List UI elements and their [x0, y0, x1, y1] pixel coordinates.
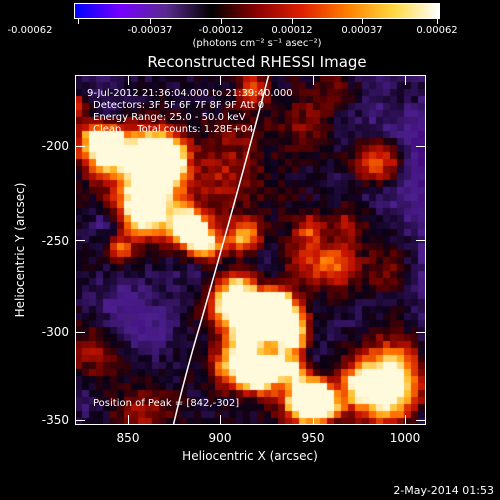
- tick-mark: [128, 415, 129, 425]
- colorbar-tick-label: 0.00037: [341, 25, 383, 36]
- colorbar-tick-label: 0.00062: [416, 25, 458, 36]
- x-tick-label: 850: [116, 431, 140, 445]
- y-axis-label: Heliocentric Y (arcsec): [13, 182, 27, 318]
- rhessi-image: [75, 75, 426, 425]
- colorbar-tick-label: -0.00012: [198, 25, 244, 36]
- tick-mark: [405, 415, 406, 425]
- tick-mark: [416, 420, 426, 421]
- tick-mark: [128, 75, 129, 85]
- tick-mark: [313, 415, 314, 425]
- y-tick-label: -300: [41, 325, 69, 339]
- tick-mark: [416, 240, 426, 241]
- plot-title: Reconstructed RHESSI Image: [147, 53, 367, 71]
- tick-mark: [75, 420, 85, 421]
- tick-mark: [416, 332, 426, 333]
- colorbar-tick: [292, 19, 293, 24]
- colorbar-tick: [362, 19, 363, 24]
- colorbar: [74, 3, 440, 19]
- x-tick-label: 950: [301, 431, 325, 445]
- colorbar-tick-label: -0.00062: [7, 25, 53, 36]
- tick-mark: [220, 75, 221, 85]
- solar-limb: [172, 75, 270, 425]
- info-detectors: Detectors: 3F 5F 6F 7F 8F 9F Att 0: [93, 100, 265, 111]
- tick-mark: [313, 75, 314, 85]
- x-tick-label: 900: [208, 431, 232, 445]
- colorbar-tick: [78, 19, 79, 24]
- x-tick-label: 1000: [389, 431, 421, 445]
- info-time: 9-Jul-2012 21:36:04.000 to 21:39:40.000: [87, 88, 293, 99]
- info-clean: Clean Total counts: 1.28E+04: [93, 124, 254, 135]
- tick-mark: [75, 146, 85, 147]
- y-tick-label: -250: [41, 234, 69, 248]
- footer-timestamp: 2-May-2014 01:53: [393, 484, 494, 497]
- info-energy: Energy Range: 25.0 - 50.0 keV: [93, 112, 246, 123]
- tick-mark: [405, 75, 406, 85]
- tick-mark: [416, 146, 426, 147]
- colorbar-tick-label: 0.00012: [271, 25, 313, 36]
- image-plot-area: [75, 75, 426, 425]
- colorbar-tick: [437, 19, 438, 24]
- colorbar-tick: [150, 19, 151, 24]
- tick-mark: [220, 415, 221, 425]
- y-tick-label: -350: [41, 413, 69, 427]
- colorbar-tick-label: -0.00037: [127, 25, 173, 36]
- y-tick-label: -200: [41, 139, 69, 153]
- info-peak-position: Position of Peak = [842,-302]: [93, 398, 240, 409]
- colorbar-tick: [221, 19, 222, 24]
- colorbar-units: (photons cm⁻² s⁻¹ asec⁻²): [192, 38, 322, 49]
- solar-limb-line: [172, 75, 270, 425]
- tick-mark: [75, 332, 85, 333]
- tick-mark: [75, 240, 85, 241]
- x-axis-label: Heliocentric X (arcsec): [182, 449, 318, 463]
